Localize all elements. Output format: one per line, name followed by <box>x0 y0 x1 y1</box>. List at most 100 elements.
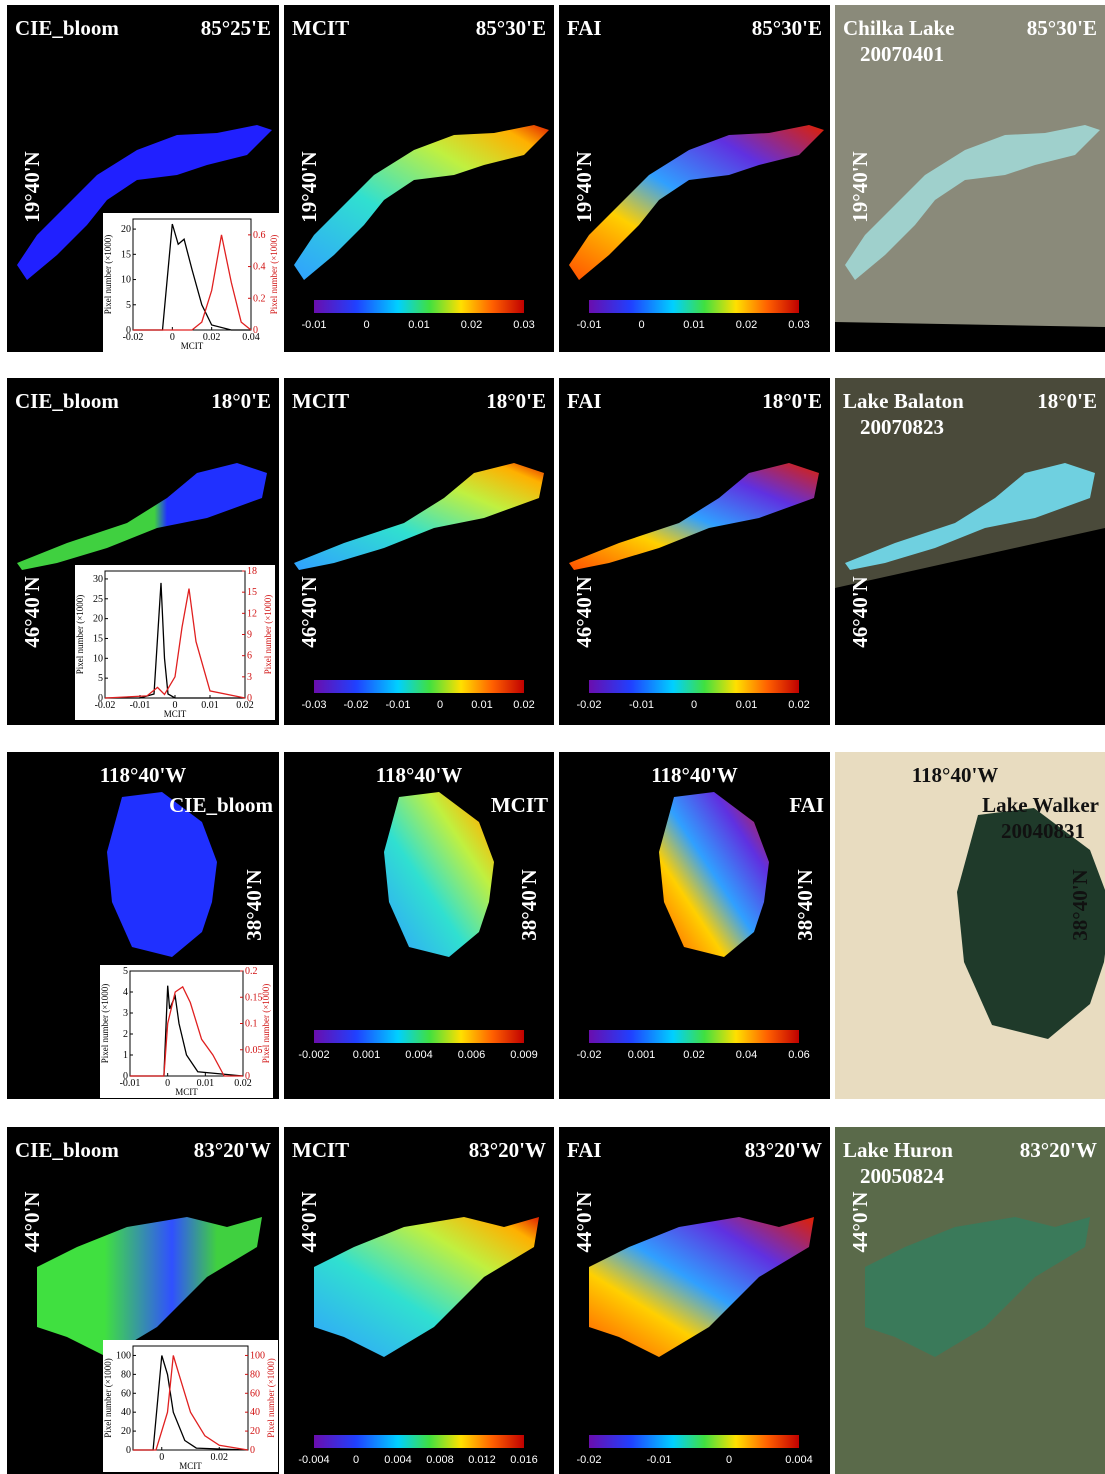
longitude: 118°40'W <box>912 763 999 787</box>
y2-tick-label: 0.6 <box>253 230 266 241</box>
colorbar-tick-label: 0.001 <box>628 1049 656 1061</box>
colorbar <box>314 680 524 693</box>
colorbar <box>589 300 799 313</box>
colorbar <box>314 1030 524 1043</box>
longitude: 83°20'W <box>194 1138 271 1162</box>
colorbar-tick-label: 0.01 <box>471 699 492 711</box>
longitude: 85°30'E <box>1027 16 1097 40</box>
latitude: 19°40'N <box>848 151 872 222</box>
colorbar-tick-label: 0 <box>437 699 443 711</box>
y2-tick-label: 0 <box>253 325 258 336</box>
y-tick-label: 10 <box>93 653 103 664</box>
latitude: 19°40'N <box>20 151 44 222</box>
longitude: 85°30'E <box>476 16 546 40</box>
panel-title: MCIT <box>491 793 548 817</box>
colorbar-tick-label: 0.01 <box>683 319 704 331</box>
x-tick-label: -0.01 <box>130 700 151 711</box>
y2-axis-label: Pixel number (×1000) <box>269 235 279 315</box>
y2-tick-label: 0.1 <box>245 1019 258 1030</box>
y2-tick-label: 40 <box>250 1407 260 1418</box>
latitude: 46°40'N <box>297 576 321 647</box>
longitude: 18°0'E <box>1037 389 1097 413</box>
colorbar <box>314 1435 524 1448</box>
y-tick-label: 20 <box>121 224 131 235</box>
date: 20070823 <box>860 415 944 439</box>
colorbar-tick-label: -0.01 <box>629 699 654 711</box>
y2-tick-label: 0 <box>245 1071 250 1082</box>
y2-tick-label: 0.15 <box>245 992 263 1003</box>
y-tick-label: 5 <box>123 966 128 977</box>
colorbar-tick-label: 0.004 <box>405 1049 433 1061</box>
colorbar-tick-label: 0.04 <box>736 1049 757 1061</box>
y-tick-label: 100 <box>116 1350 131 1361</box>
y2-tick-label: 9 <box>247 630 252 641</box>
y2-tick-label: 100 <box>250 1350 265 1361</box>
panel-title: Lake Huron <box>843 1138 953 1162</box>
x-axis-label: MCIT <box>179 1461 202 1471</box>
colorbar-tick-label: 0 <box>353 1454 359 1466</box>
latitude: 44°0'N <box>572 1192 596 1253</box>
colorbar-tick-label: -0.002 <box>298 1049 329 1061</box>
y-tick-label: 0 <box>126 1445 131 1456</box>
panel-title: Lake Balaton <box>843 389 964 413</box>
colorbar-tick-label: -0.01 <box>301 319 326 331</box>
y2-axis-label: Pixel number (×1000) <box>261 984 271 1064</box>
x-tick-label: 0 <box>159 1452 164 1463</box>
x-tick-label: 0.02 <box>203 332 221 343</box>
date: 20040831 <box>1001 819 1085 843</box>
y-tick-label: 20 <box>121 1426 131 1437</box>
colorbar-tick-label: 0.02 <box>788 699 809 711</box>
colorbar-tick-label: 0.012 <box>468 1454 496 1466</box>
colorbar-tick-label: 0.06 <box>788 1049 809 1061</box>
longitude: 85°25'E <box>201 16 271 40</box>
y2-tick-label: 80 <box>250 1369 260 1380</box>
colorbar-tick-label: 0 <box>726 1454 732 1466</box>
date: 20070401 <box>860 42 944 66</box>
colorbar-tick-label: 0.001 <box>353 1049 381 1061</box>
panel-title: Lake Walker <box>982 793 1099 817</box>
y2-tick-label: 15 <box>247 587 257 598</box>
no-data <box>835 322 1105 352</box>
y-tick-label: 30 <box>93 574 103 585</box>
latitude: 46°40'N <box>848 576 872 647</box>
panel-title: Chilka Lake <box>843 16 954 40</box>
y-tick-label: 0 <box>98 693 103 704</box>
panel-title: FAI <box>567 16 602 40</box>
panel-title: CIE_bloom <box>15 16 119 40</box>
longitude: 85°30'E <box>752 16 822 40</box>
latitude: 44°0'N <box>297 1192 321 1253</box>
colorbar-tick-label: -0.02 <box>576 1049 601 1061</box>
latitude: 19°40'N <box>572 151 596 222</box>
longitude: 83°20'W <box>1020 1138 1097 1162</box>
panel-title: CIE_bloom <box>15 1138 119 1162</box>
figure: CIE_bloom 85°25'E 19°40'N MCIT 85°30'E 19°40'… <box>0 0 1105 1474</box>
y2-axis-label: Pixel number (×1000) <box>266 1358 276 1438</box>
panel-title: CIE_bloom <box>15 389 119 413</box>
colorbar-tick-label: -0.01 <box>646 1454 671 1466</box>
y-tick-label: 15 <box>93 633 103 644</box>
y-tick-label: 80 <box>121 1369 131 1380</box>
colorbar-tick-label: 0 <box>363 319 369 331</box>
y-tick-label: 15 <box>121 249 131 260</box>
y2-axis-label: Pixel number (×1000) <box>263 595 273 675</box>
latitude: 38°40'N <box>517 869 541 940</box>
latitude: 46°40'N <box>20 576 44 647</box>
y-tick-label: 20 <box>93 614 103 625</box>
y-tick-label: 10 <box>121 275 131 286</box>
x-tick-label: 0 <box>165 1078 170 1089</box>
y-tick-label: 4 <box>123 987 128 998</box>
colorbar-tick-label: -0.03 <box>301 699 326 711</box>
panel-title: FAI <box>567 389 602 413</box>
colorbar <box>589 1030 799 1043</box>
y-tick-label: 25 <box>93 594 103 605</box>
longitude: 118°40'W <box>100 763 187 787</box>
colorbar-tick-label: -0.01 <box>576 319 601 331</box>
y-tick-label: 0 <box>126 325 131 336</box>
y-tick-label: 5 <box>98 673 103 684</box>
longitude: 18°0'E <box>762 389 822 413</box>
y2-tick-label: 3 <box>247 672 252 683</box>
colorbar-tick-label: 0.01 <box>736 699 757 711</box>
longitude: 118°40'W <box>651 763 738 787</box>
latitude: 38°40'N <box>793 869 817 940</box>
colorbar-tick-label: 0 <box>638 319 644 331</box>
